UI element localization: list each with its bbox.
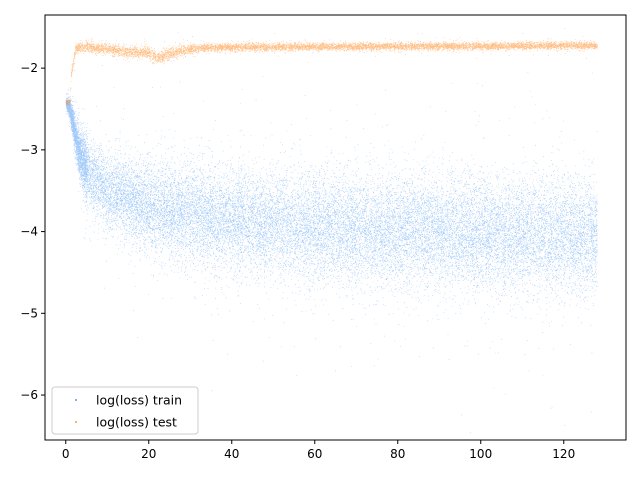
legend-label-test: log(loss) test	[96, 415, 177, 430]
axes-frame	[44, 14, 627, 441]
y-tick-label: −2	[20, 61, 38, 75]
x-tick-label: 80	[390, 447, 405, 461]
legend-label-train: log(loss) train	[96, 393, 182, 408]
plot-area	[65, 28, 598, 434]
series-train	[65, 28, 598, 434]
y-tick-label: −6	[20, 388, 38, 402]
legend-marker-test	[75, 421, 77, 423]
y-tick-label: −3	[20, 143, 38, 157]
y-tick-label: −4	[20, 225, 38, 239]
legend: log(loss) train log(loss) test	[51, 386, 199, 435]
x-tick-label: 120	[552, 447, 575, 461]
test-points	[65, 33, 598, 109]
x-axis: 0 20 40 60 80 100 120	[62, 440, 575, 461]
x-tick-label: 40	[224, 447, 239, 461]
series-test	[65, 33, 598, 109]
y-axis: −2 −3 −4 −5 −6	[20, 61, 45, 402]
legend-marker-train	[75, 399, 77, 401]
x-tick-label: 0	[62, 447, 70, 461]
train-points	[65, 28, 598, 434]
x-tick-label: 100	[469, 447, 492, 461]
legend-box	[51, 386, 199, 435]
y-tick-label: −5	[20, 306, 38, 320]
x-tick-label: 60	[307, 447, 322, 461]
x-tick-label: 20	[141, 447, 156, 461]
